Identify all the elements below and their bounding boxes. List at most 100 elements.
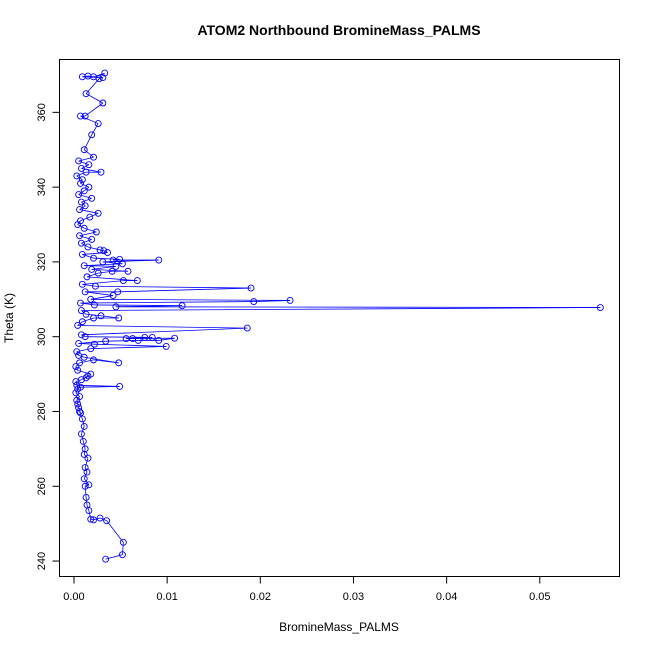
- data-point: [75, 351, 83, 359]
- series-line-segment: [93, 257, 120, 260]
- series-line-segment: [75, 392, 80, 397]
- data-point: [90, 314, 97, 322]
- data-point: [85, 481, 93, 489]
- series-line-segment: [91, 266, 116, 270]
- x-tick-label: 0.02: [250, 591, 271, 603]
- data-point: [122, 335, 130, 343]
- x-tick-label: 0.04: [436, 591, 457, 603]
- data-point: [90, 254, 97, 262]
- data-point: [73, 172, 81, 180]
- data-point: [129, 335, 137, 343]
- series-line-segment: [83, 471, 88, 479]
- data-point: [74, 322, 82, 329]
- series-line-segment: [84, 467, 88, 473]
- series-line-segment: [85, 497, 88, 506]
- data-point: [247, 284, 255, 292]
- data-point: [77, 217, 84, 225]
- series-line-segment: [83, 454, 89, 459]
- series-line-segment: [76, 171, 87, 177]
- series-line-segment: [87, 246, 101, 251]
- y-tick-label: 260: [36, 477, 48, 495]
- series-line-segment: [90, 346, 167, 350]
- series-line-segment: [84, 486, 87, 498]
- data-point: [286, 296, 294, 304]
- series-line-segment: [84, 227, 97, 233]
- data-point: [72, 389, 80, 397]
- data-point: [171, 334, 179, 342]
- data-point: [77, 164, 85, 172]
- data-point: [77, 198, 85, 206]
- series-line-segment: [103, 250, 108, 253]
- data-point: [109, 256, 117, 264]
- data-point: [86, 213, 94, 221]
- data-point: [76, 232, 84, 240]
- series-line-segment: [82, 317, 94, 323]
- data-point: [87, 515, 95, 523]
- data-point: [77, 179, 84, 187]
- series-line-segment: [78, 194, 92, 199]
- data-point: [250, 298, 258, 305]
- data-point: [87, 345, 95, 353]
- series-line-segment: [77, 325, 248, 329]
- series-line-segment: [122, 542, 124, 555]
- y-tick-label: 240: [36, 552, 48, 570]
- series-line-segment: [76, 384, 120, 387]
- data-point: [85, 161, 93, 169]
- data-point: [100, 247, 108, 255]
- data-point: [102, 555, 110, 563]
- data-point: [155, 256, 163, 264]
- data-point: [87, 370, 95, 378]
- series-line-segment: [82, 254, 94, 259]
- series-line-segment: [81, 197, 92, 203]
- series-line-segment: [105, 340, 139, 342]
- data-point: [77, 331, 85, 339]
- y-axis-label: Theta (K): [2, 293, 16, 343]
- data-point: [73, 381, 81, 389]
- series-line-segment: [86, 272, 99, 278]
- data-point: [75, 191, 83, 199]
- data-point: [596, 304, 604, 311]
- data-point: [94, 120, 102, 128]
- data-point: [78, 280, 86, 288]
- data-point: [77, 383, 84, 391]
- data-point: [104, 249, 111, 257]
- data-point: [112, 303, 120, 311]
- data-point: [116, 255, 124, 263]
- series-line-segment: [84, 102, 104, 117]
- data-point: [82, 310, 90, 318]
- series-line-segment: [81, 239, 92, 244]
- data-point: [80, 146, 88, 154]
- data-point: [77, 307, 85, 314]
- series-line-segment: [86, 276, 138, 282]
- series-line-segment: [76, 351, 79, 356]
- series-line-segment: [85, 291, 114, 296]
- x-axis: 0.00 0.01 0.02 0.03 0.04 0.05: [63, 576, 551, 603]
- data-point: [74, 400, 82, 408]
- series-line-segment: [79, 359, 94, 364]
- data-point: [80, 224, 88, 232]
- series-line-segment: [80, 216, 90, 222]
- data-point: [81, 464, 89, 472]
- data-point: [88, 265, 96, 273]
- data-point: [78, 415, 86, 423]
- data-point: [92, 228, 100, 236]
- data-point: [75, 157, 83, 165]
- series-line-segment: [91, 268, 129, 272]
- series-line-segment: [93, 72, 105, 78]
- data-point: [77, 376, 85, 384]
- data-point: [76, 408, 84, 415]
- series-line-segment: [94, 304, 183, 307]
- data-point: [83, 273, 91, 281]
- data-point: [118, 551, 126, 559]
- x-axis-label: BromineMass_PALMS: [279, 620, 399, 634]
- x-tick-label: 0.05: [529, 591, 550, 603]
- data-point: [96, 514, 104, 522]
- x-tick-label: 0.03: [343, 591, 364, 603]
- y-axis: 240 260 280 300 320 340 360: [36, 103, 60, 570]
- series-line-segment: [98, 270, 113, 274]
- data-point: [81, 112, 89, 120]
- data-point: [116, 382, 124, 390]
- data-point: [90, 73, 97, 81]
- series-line-segment: [81, 164, 90, 169]
- data-point: [91, 301, 98, 309]
